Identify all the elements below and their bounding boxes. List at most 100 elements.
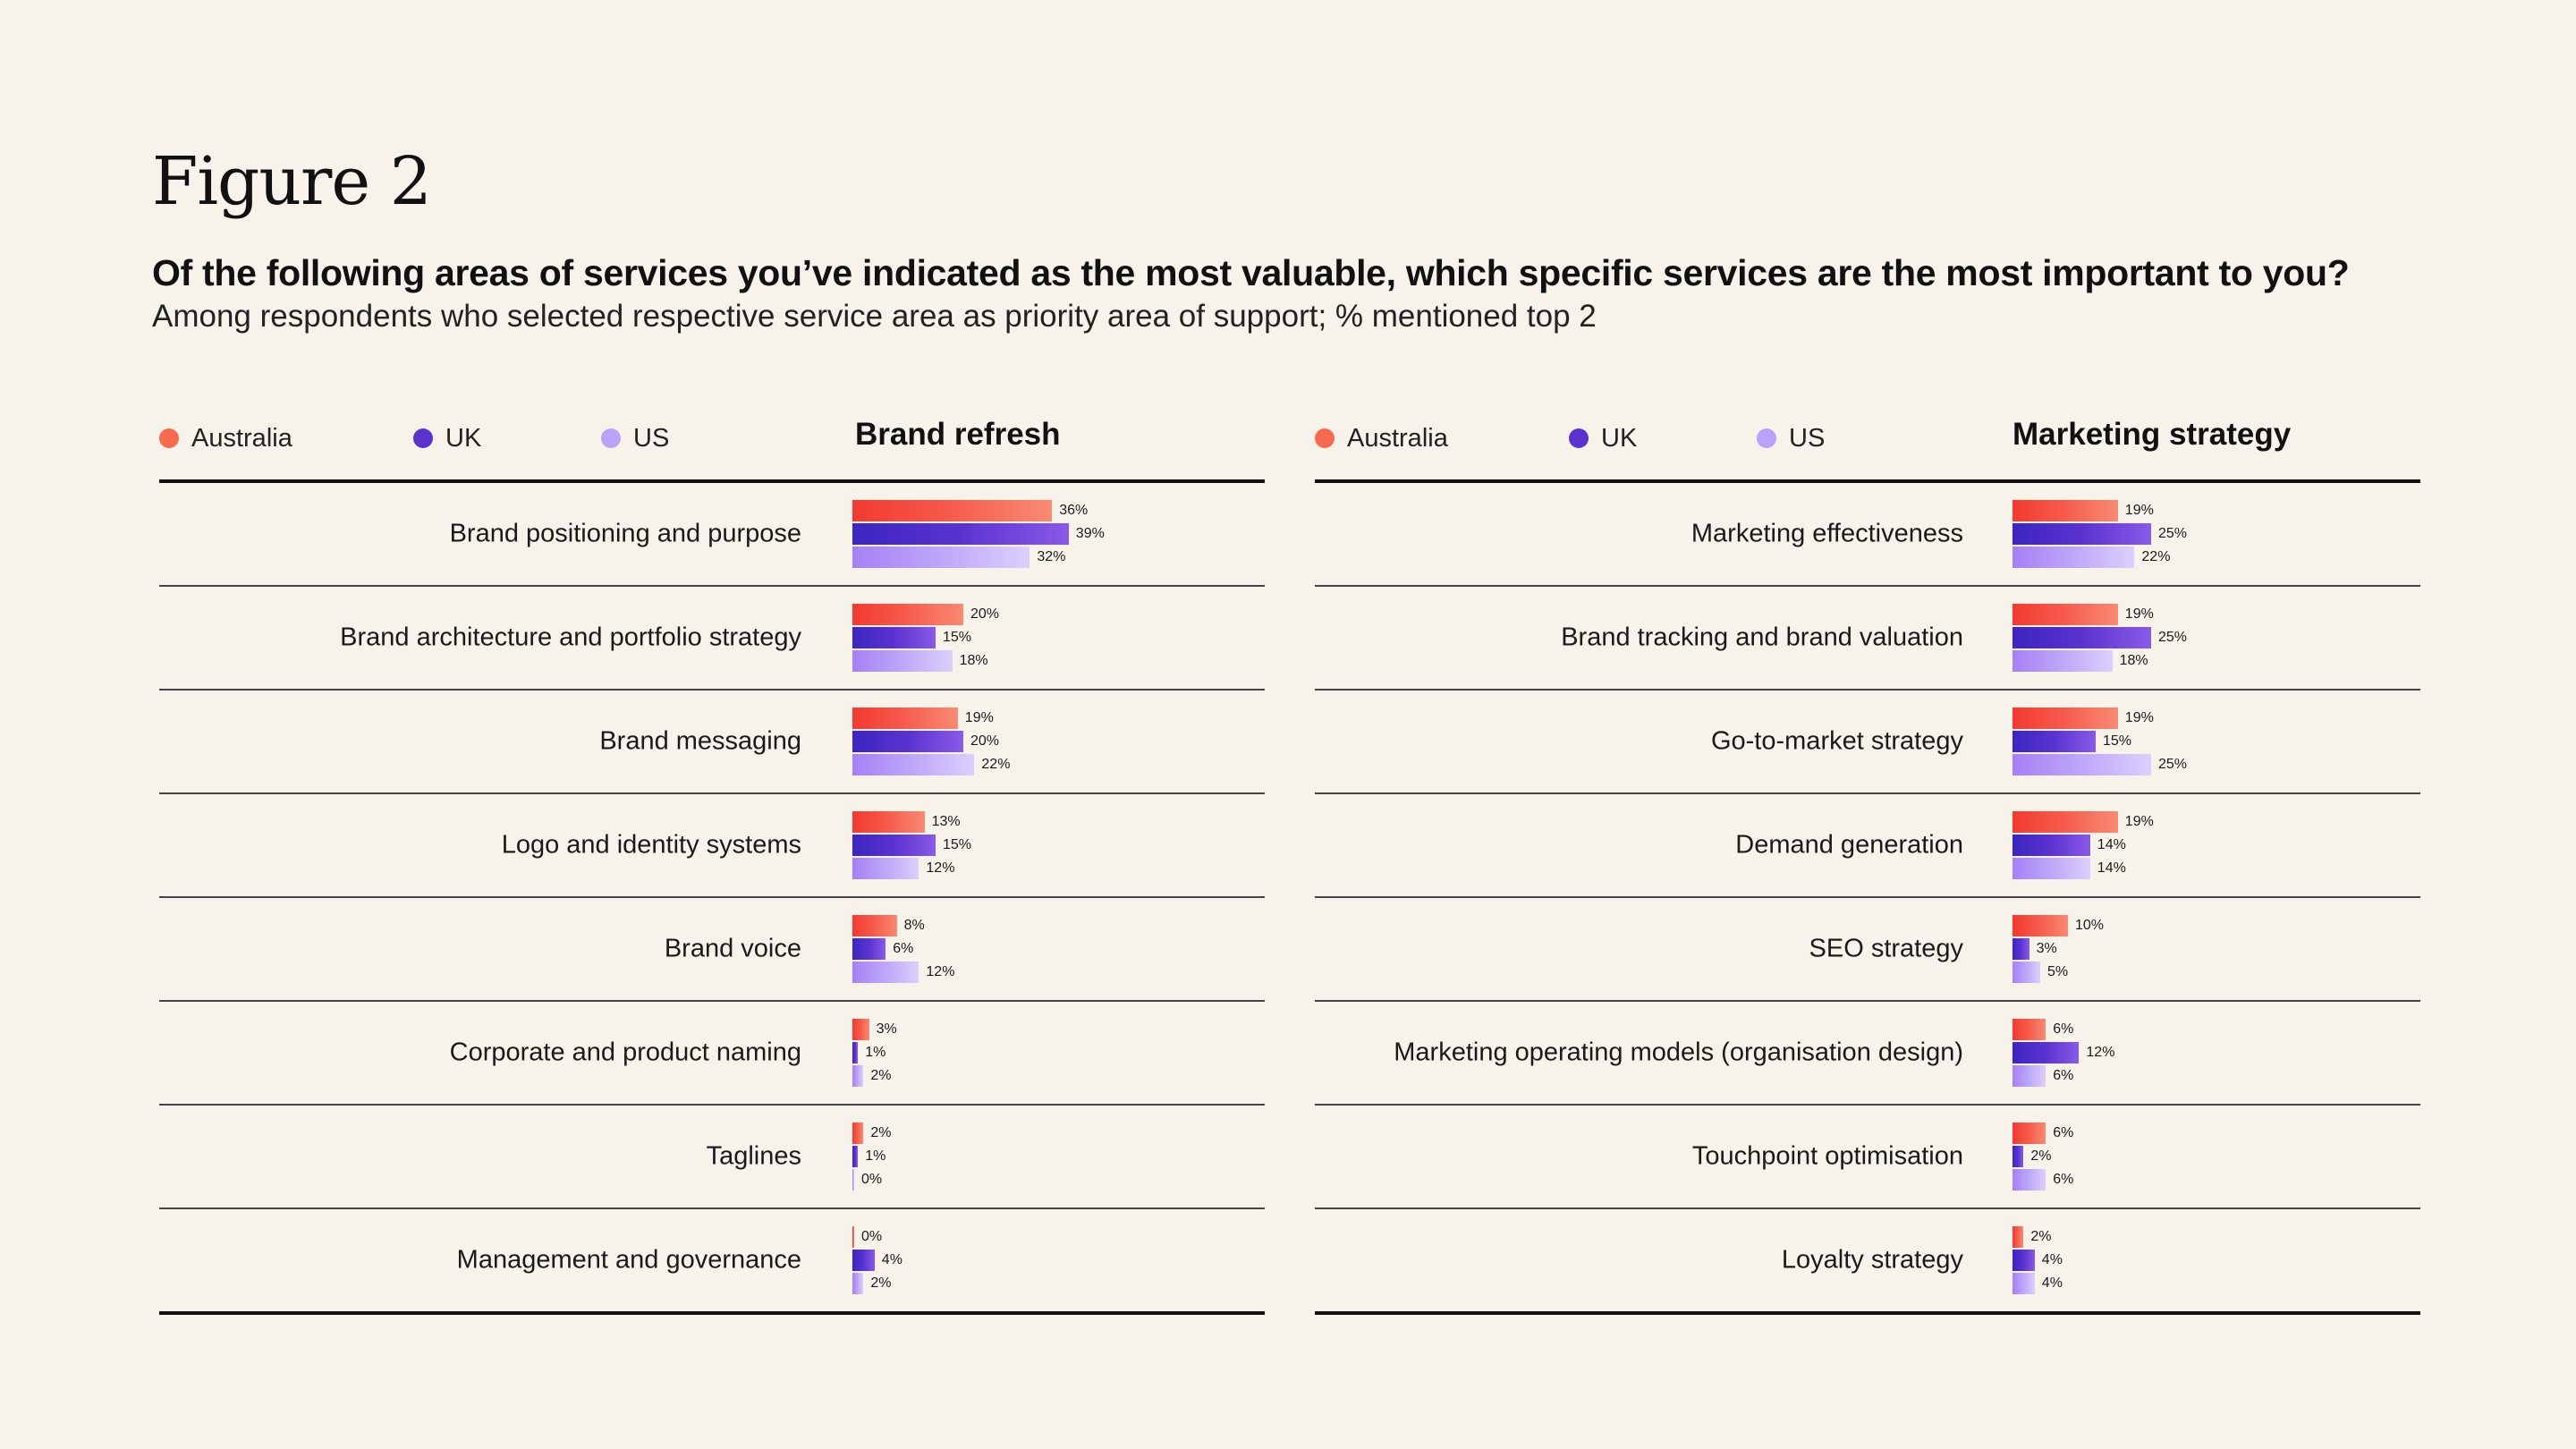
bar-value-label-australia: 8% xyxy=(903,918,925,933)
category-label: Go-to-market strategy xyxy=(1710,726,1963,756)
row-divider xyxy=(159,585,1265,587)
bar-australia xyxy=(2012,1123,2046,1144)
bar-value-label-australia: 19% xyxy=(2124,606,2154,622)
category-label: Demand generation xyxy=(1735,830,1963,860)
bar-uk xyxy=(2012,523,2151,545)
bar-value-label-us: 14% xyxy=(2097,860,2126,876)
row-divider xyxy=(1315,792,2420,794)
bar-uk xyxy=(2012,731,2096,752)
bar-value-label-us: 22% xyxy=(981,757,1011,772)
row-divider xyxy=(159,792,1265,794)
bar-value-label-uk: 4% xyxy=(881,1252,902,1267)
bar-uk xyxy=(2012,1250,2035,1271)
bar-area: 19% 25% 22% 19% 25% 18% 19% 15% 25% 19% 14% 14% 10% 3… xyxy=(2012,402,2420,1315)
bar-us xyxy=(2012,547,2135,568)
bottom-rule xyxy=(159,1311,1265,1315)
bar-value-label-australia: 3% xyxy=(876,1021,897,1037)
marketing-strategy-panel: Australia UK US Marketing strategy Marke… xyxy=(1315,402,2420,1315)
bar-value-label-us: 25% xyxy=(2158,757,2188,772)
bar-us xyxy=(2012,962,2040,983)
bar-value-label-us: 18% xyxy=(959,653,988,668)
bar-value-label-uk: 25% xyxy=(2158,526,2188,541)
bar-uk xyxy=(852,1146,859,1167)
legend-label-australia: Australia xyxy=(191,423,292,453)
bar-value-label-uk: 3% xyxy=(2036,941,2057,956)
bar-uk xyxy=(2012,938,2029,960)
row-divider xyxy=(159,896,1265,898)
row-divider xyxy=(1315,1000,2420,1002)
bar-us xyxy=(852,1169,854,1191)
bar-value-label-australia: 19% xyxy=(964,710,994,725)
legend-label-uk: UK xyxy=(1601,423,1638,453)
bar-us xyxy=(852,547,1030,568)
row-divider xyxy=(159,689,1265,691)
bar-value-label-uk: 1% xyxy=(865,1045,886,1060)
bar-us xyxy=(2012,858,2090,879)
bar-value-label-us: 5% xyxy=(2047,964,2069,979)
bar-uk xyxy=(852,731,963,752)
bar-value-label-australia: 6% xyxy=(2053,1125,2074,1140)
bar-value-label-uk: 6% xyxy=(893,941,914,956)
bar-value-label-uk: 1% xyxy=(865,1148,886,1164)
bar-uk xyxy=(852,523,1069,545)
bar-value-label-us: 4% xyxy=(2041,1275,2063,1291)
bar-value-label-us: 2% xyxy=(870,1068,892,1083)
legend-dot-uk xyxy=(1569,428,1589,448)
bar-us xyxy=(2012,650,2113,672)
bar-australia xyxy=(852,500,1053,521)
bar-uk xyxy=(852,627,936,648)
legend-item-uk: UK xyxy=(413,420,481,456)
bar-value-label-uk: 12% xyxy=(2086,1045,2115,1060)
bar-australia xyxy=(852,1123,864,1144)
bar-australia xyxy=(852,1226,854,1248)
bar-uk xyxy=(2012,627,2151,648)
category-label: SEO strategy xyxy=(1809,934,1963,963)
legend-item-us: US xyxy=(601,420,669,456)
legend-item-uk: UK xyxy=(1569,420,1637,456)
bar-australia xyxy=(2012,604,2118,625)
legend-dot-us xyxy=(601,428,621,448)
bar-uk xyxy=(2012,1146,2024,1167)
bar-us xyxy=(852,1273,864,1294)
panel-title-brand-refresh: Brand refresh xyxy=(855,417,1061,452)
bar-value-label-us: 6% xyxy=(2053,1068,2074,1083)
category-label: Loyalty strategy xyxy=(1781,1245,1963,1275)
panel-title-marketing-strategy: Marketing strategy xyxy=(2012,417,2292,452)
bar-value-label-uk: 20% xyxy=(970,733,1000,749)
header-rule xyxy=(159,479,1265,483)
category-label: Taglines xyxy=(706,1141,801,1171)
bar-value-label-us: 2% xyxy=(870,1275,892,1291)
bar-australia xyxy=(2012,811,2118,833)
chart-subtitle: Among respondents who selected respectiv… xyxy=(152,299,1597,334)
bar-value-label-us: 6% xyxy=(2053,1172,2074,1187)
bar-australia xyxy=(852,604,963,625)
bar-australia xyxy=(2012,915,2068,936)
bar-value-label-uk: 14% xyxy=(2097,837,2126,852)
bar-australia xyxy=(852,1019,869,1040)
bar-australia xyxy=(852,811,925,833)
legend-dot-uk xyxy=(413,428,433,448)
category-label: Brand messaging xyxy=(599,726,801,756)
bar-us xyxy=(2012,1273,2035,1294)
row-divider xyxy=(1315,689,2420,691)
bar-australia xyxy=(2012,708,2118,729)
category-label: Marketing effectiveness xyxy=(1690,519,1963,548)
bar-australia xyxy=(852,915,897,936)
row-divider xyxy=(159,1000,1265,1002)
bar-us xyxy=(852,1065,864,1087)
bar-value-label-australia: 10% xyxy=(2075,918,2105,933)
bar-value-label-australia: 20% xyxy=(970,606,1000,622)
chart-question: Of the following areas of services you’v… xyxy=(152,252,2350,293)
bar-us xyxy=(2012,1065,2046,1087)
bar-australia xyxy=(2012,1019,2046,1040)
category-label: Brand positioning and purpose xyxy=(449,519,801,548)
bar-us xyxy=(852,858,919,879)
category-labels: Brand positioning and purpose Brand archi… xyxy=(159,402,801,1315)
bar-value-label-australia: 2% xyxy=(870,1125,892,1140)
bar-us xyxy=(852,962,919,983)
bar-value-label-australia: 19% xyxy=(2124,503,2154,518)
bar-us xyxy=(852,650,953,672)
bar-australia xyxy=(2012,1226,2024,1248)
bar-us xyxy=(2012,1169,2046,1191)
header-rule xyxy=(1315,479,2420,483)
